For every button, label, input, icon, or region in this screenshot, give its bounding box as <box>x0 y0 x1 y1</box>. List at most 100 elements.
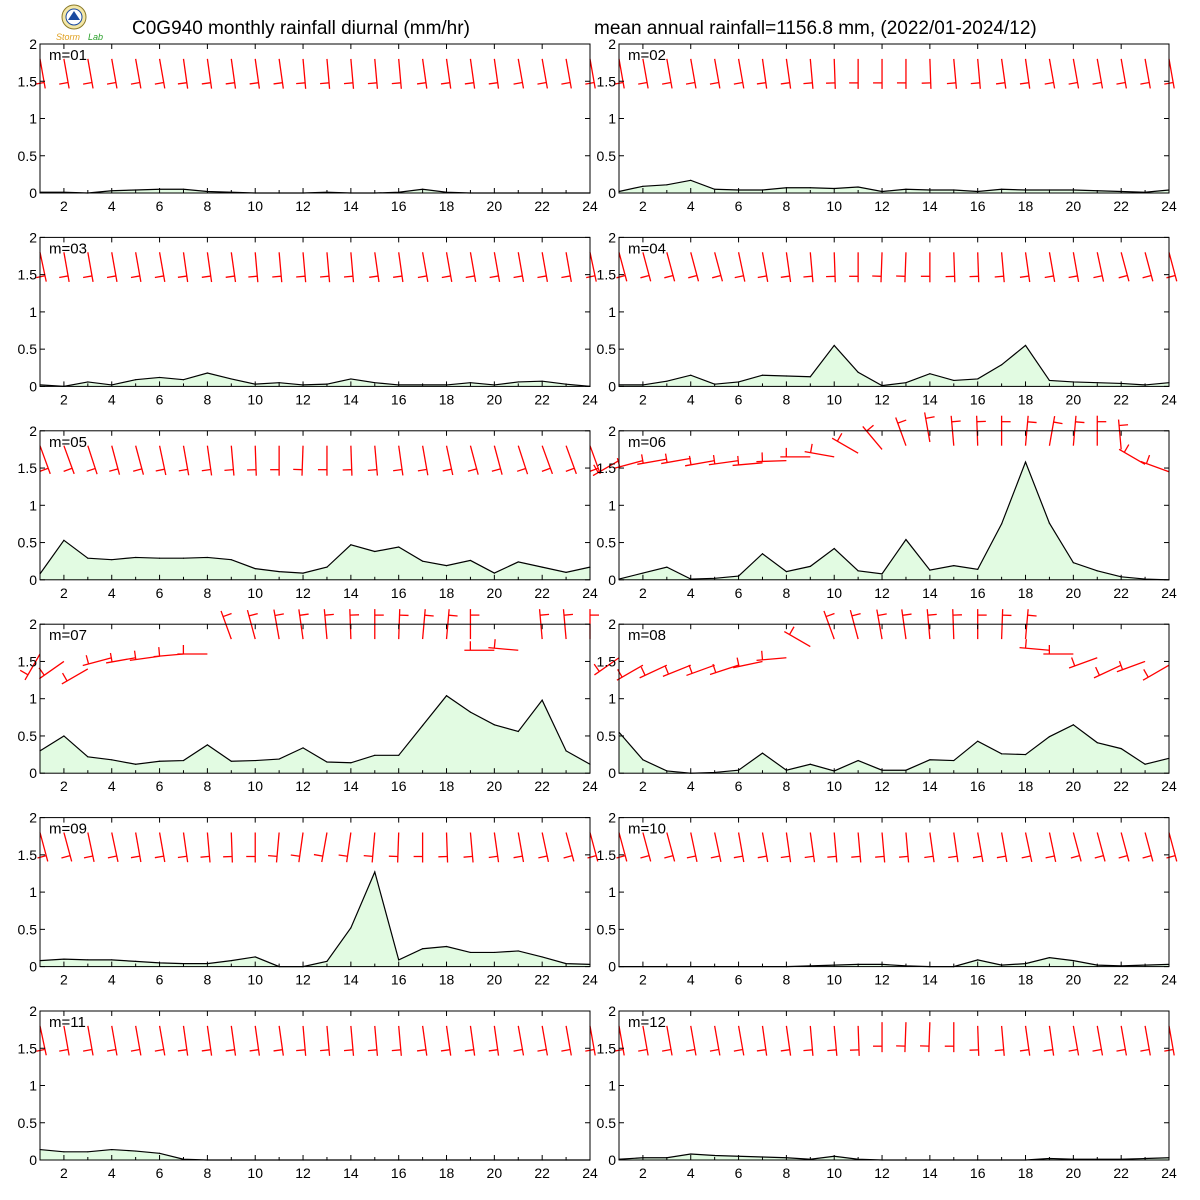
x-tick-label: 14 <box>343 1165 359 1181</box>
wind-barb <box>994 1025 1005 1056</box>
x-tick-label: 18 <box>439 198 455 214</box>
wind-barb <box>756 452 787 463</box>
wind-barb <box>712 252 724 282</box>
x-tick-label: 6 <box>735 778 743 794</box>
x-tick-label: 2 <box>639 778 647 794</box>
wind-barb <box>708 454 739 466</box>
rain-point <box>666 184 668 186</box>
x-tick-label: 4 <box>108 391 116 407</box>
x-tick-label: 18 <box>1018 1165 1034 1181</box>
rain-point <box>953 759 955 762</box>
y-tick-label: 2 <box>29 229 37 245</box>
wind-barb <box>220 610 232 640</box>
rain-point <box>517 561 519 563</box>
x-tick-label: 20 <box>1066 778 1082 794</box>
wind-barb <box>780 252 792 283</box>
rain-point <box>182 759 185 762</box>
wind-barb <box>417 252 429 282</box>
rain-point <box>422 188 424 190</box>
x-tick-label: 6 <box>735 585 743 601</box>
x-tick-label: 14 <box>922 391 938 407</box>
rain-point <box>517 381 519 383</box>
y-tick-label: 0.5 <box>18 341 38 357</box>
rain-line <box>39 694 591 765</box>
month-label: m=10 <box>628 821 666 838</box>
rain-point <box>977 568 979 570</box>
wind-barb <box>1044 58 1056 89</box>
rain-point <box>714 188 716 190</box>
wind-barb <box>367 445 379 476</box>
wind-barb <box>320 1025 331 1056</box>
rain-point <box>469 382 472 384</box>
rain-point <box>398 754 400 756</box>
rain-point <box>714 1154 716 1157</box>
x-tick-label: 20 <box>487 391 503 407</box>
x-tick-label: 14 <box>343 972 359 988</box>
wind-barb <box>442 445 454 476</box>
x-tick-label: 4 <box>687 198 695 214</box>
rain-point <box>302 747 304 749</box>
wind-barb <box>224 445 235 476</box>
chart-header: Storm Lab C0G940 monthly rainfall diurna… <box>0 0 1200 44</box>
wind-barb <box>177 645 208 655</box>
rain-point <box>230 378 232 380</box>
y-tick-label: 1.5 <box>597 653 617 669</box>
wind-barb <box>488 1025 500 1056</box>
x-tick-label: 22 <box>1113 198 1129 214</box>
rain-point <box>1001 523 1003 525</box>
wind-barb <box>1118 252 1130 282</box>
rain-area <box>40 540 590 580</box>
rain-point <box>445 945 448 948</box>
wind-barb <box>488 58 500 89</box>
x-tick-label: 12 <box>295 1165 311 1181</box>
x-tick-label: 8 <box>203 972 211 988</box>
x-tick-label: 6 <box>156 585 164 601</box>
y-tick-label: 0.5 <box>597 341 617 357</box>
x-tick-label: 14 <box>343 778 359 794</box>
rain-point <box>642 572 644 574</box>
wind-barb <box>616 832 628 862</box>
x-tick-label: 16 <box>970 778 986 794</box>
x-tick-label: 16 <box>970 972 986 988</box>
wind-barb <box>875 832 886 863</box>
wind-barb <box>1092 58 1104 89</box>
rain-area <box>40 695 590 774</box>
x-tick-label: 8 <box>782 391 790 407</box>
wind-barb <box>488 832 500 863</box>
rain-point <box>809 565 811 567</box>
x-tick-label: 8 <box>203 198 211 214</box>
wind-barb <box>367 58 379 89</box>
y-tick-label: 1 <box>608 884 616 900</box>
x-tick-label: 2 <box>639 1165 647 1181</box>
x-tick-label: 8 <box>782 198 790 214</box>
y-tick-label: 0.5 <box>597 535 617 551</box>
rain-point <box>350 927 352 929</box>
rain-point <box>565 750 567 752</box>
x-tick-label: 10 <box>826 778 842 794</box>
rain-point <box>690 1153 692 1155</box>
rain-area <box>40 189 590 193</box>
rain-point <box>158 557 161 559</box>
rain-point <box>206 556 208 559</box>
x-tick-label: 20 <box>1066 198 1082 214</box>
wind-barb <box>827 1025 838 1056</box>
wind-barb <box>320 58 331 89</box>
x-tick-label: 22 <box>534 1165 550 1181</box>
x-tick-label: 24 <box>1161 585 1177 601</box>
wind-barb <box>1019 58 1031 89</box>
rain-point <box>493 951 495 954</box>
wind-barb <box>293 445 304 476</box>
y-tick-label: 1.5 <box>18 653 38 669</box>
y-tick-label: 1 <box>29 497 37 513</box>
wind-barb <box>994 252 1005 283</box>
wind-barb <box>1166 252 1178 282</box>
wind-barb <box>1140 58 1151 89</box>
rain-point <box>326 960 328 962</box>
rain-point <box>541 699 543 701</box>
rain-point <box>398 959 400 961</box>
x-tick-label: 4 <box>108 198 116 214</box>
rain-point <box>857 759 859 762</box>
rain-point <box>905 188 907 190</box>
